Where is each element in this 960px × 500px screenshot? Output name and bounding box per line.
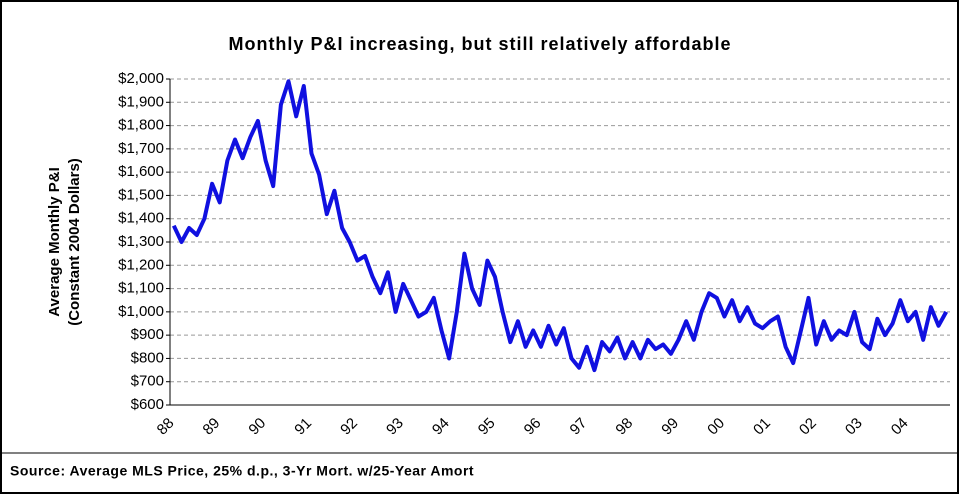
y-tick-label: $1,500 [118, 186, 164, 203]
y-tick-label: $1,600 [118, 163, 164, 180]
y-tick-label: $1,100 [118, 280, 164, 297]
y-tick-label: $1,900 [118, 93, 164, 110]
y-tick-label: $1,300 [118, 233, 164, 250]
source-note: Source: Average MLS Price, 25% d.p., 3-Y… [10, 463, 474, 479]
y-axis-label: (Constant 2004 Dollars) [66, 158, 83, 326]
chart-title: Monthly P&I increasing, but still relati… [228, 34, 731, 54]
y-tick-label: $1,800 [118, 117, 164, 134]
y-axis-label: Average Monthly P&I [46, 167, 63, 316]
y-tick-label: $900 [131, 326, 164, 343]
y-tick-label: $700 [131, 373, 164, 390]
y-tick-label: $600 [131, 396, 164, 413]
y-tick-label: $2,000 [118, 70, 164, 87]
y-tick-label: $1,000 [118, 303, 164, 320]
y-tick-label: $800 [131, 349, 164, 366]
y-tick-label: $1,700 [118, 140, 164, 157]
data-line [171, 79, 948, 373]
y-tick-label: $1,400 [118, 210, 164, 227]
y-tick-label: $1,200 [118, 256, 164, 273]
